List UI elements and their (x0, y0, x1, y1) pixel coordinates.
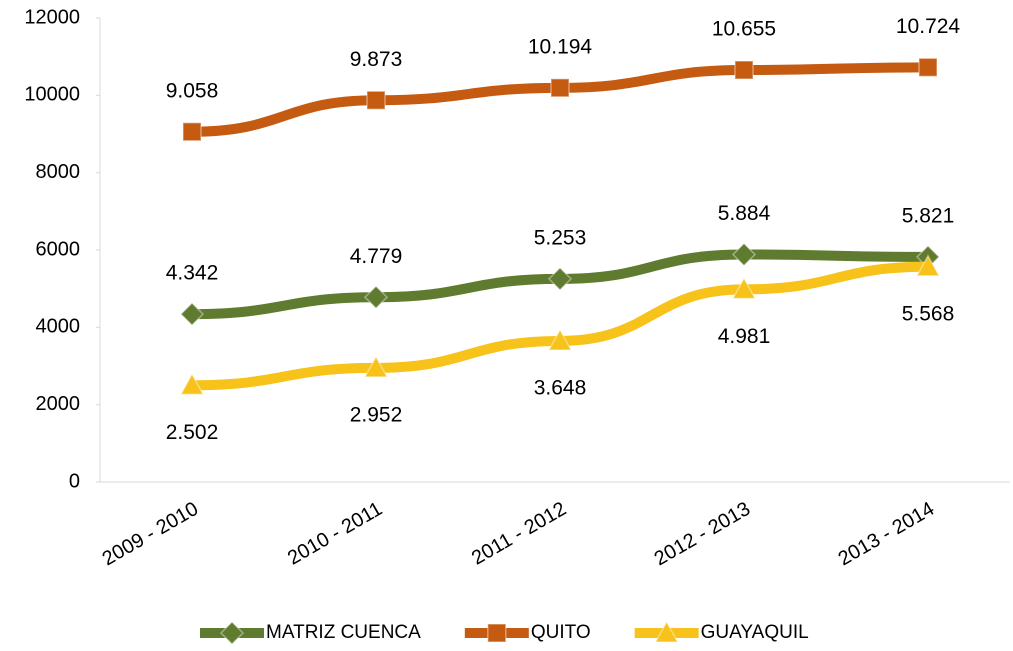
legend-marker (487, 623, 507, 643)
data-point (918, 57, 938, 78)
legend-label: GUAYAQUIL (701, 622, 809, 643)
data-label: 10.194 (528, 35, 593, 58)
data-label: 9.873 (350, 48, 403, 71)
data-point (179, 372, 205, 396)
data-label: 5.884 (718, 202, 771, 225)
legend-label: MATRIZ CUENCA (266, 622, 421, 643)
data-point (731, 242, 757, 267)
data-label: 3.648 (534, 376, 587, 399)
data-label: 2.502 (166, 421, 219, 444)
data-point (179, 302, 205, 327)
legend-marker (219, 620, 245, 646)
data-label: 5.568 (902, 302, 955, 325)
data-label: 9.058 (166, 79, 219, 102)
x-tick-label: 2009 - 2010 (99, 498, 202, 570)
y-tick-label: 2000 (36, 393, 81, 415)
data-point (366, 90, 386, 110)
data-point (547, 328, 573, 351)
data-point (731, 276, 757, 300)
data-label: 10.655 (712, 18, 776, 41)
legend-item: MATRIZ CUENCA (200, 620, 421, 646)
y-tick-label: 6000 (36, 238, 81, 260)
data-point (182, 122, 202, 142)
y-tick-label: 10000 (24, 84, 80, 106)
y-tick-label: 0 (69, 470, 80, 492)
x-tick-label: 2011 - 2012 (468, 498, 570, 570)
data-label: 10.724 (896, 15, 961, 38)
legend-marker (654, 620, 679, 643)
data-point (363, 355, 389, 378)
x-tick-label: 2010 - 2011 (284, 498, 386, 570)
y-tick-label: 8000 (36, 161, 81, 183)
data-label: 5.821 (902, 204, 955, 227)
data-point (915, 254, 941, 277)
data-point (734, 60, 754, 80)
y-tick-label: 4000 (36, 316, 81, 338)
legend-label: QUITO (531, 622, 591, 643)
y-tick-label: 12000 (24, 6, 80, 28)
data-point (550, 78, 570, 98)
legend-item: QUITO (464, 622, 591, 643)
data-label: 2.952 (350, 403, 403, 426)
x-tick-label: 2012 - 2013 (651, 498, 754, 570)
series-line (187, 62, 933, 137)
data-point (363, 285, 389, 310)
data-label: 4.981 (718, 325, 771, 348)
data-label: 5.253 (534, 226, 587, 249)
data-label: 4.342 (166, 262, 219, 285)
data-point (547, 266, 573, 291)
x-tick-label: 2013 - 2014 (835, 498, 938, 570)
data-label: 4.779 (350, 245, 403, 268)
legend-item: GUAYAQUIL (634, 620, 809, 643)
